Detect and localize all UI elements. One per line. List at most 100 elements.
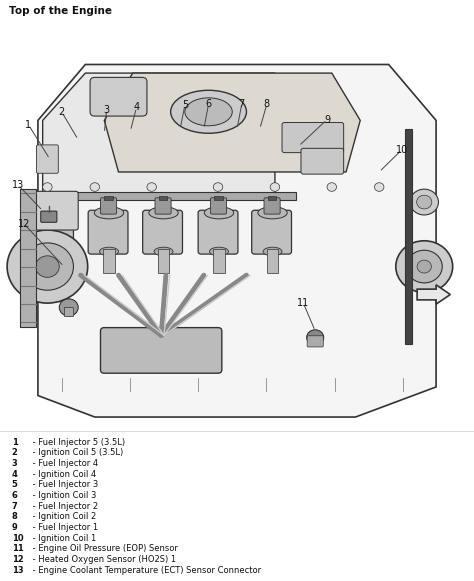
Bar xyxy=(50,206,59,213)
Text: - Ignition Coil 1: - Ignition Coil 1 xyxy=(30,534,96,543)
FancyBboxPatch shape xyxy=(36,145,58,173)
Text: 10: 10 xyxy=(12,534,24,543)
Text: 6: 6 xyxy=(12,491,18,500)
Ellipse shape xyxy=(171,90,246,133)
Circle shape xyxy=(396,241,453,292)
Text: 6: 6 xyxy=(206,99,211,109)
Text: 9: 9 xyxy=(12,523,18,532)
FancyBboxPatch shape xyxy=(198,210,238,254)
Text: - Ignition Coil 3: - Ignition Coil 3 xyxy=(30,491,96,500)
Text: 2: 2 xyxy=(58,107,65,117)
FancyBboxPatch shape xyxy=(252,210,292,254)
Text: - Heated Oxygen Sensor (HO2S) 1: - Heated Oxygen Sensor (HO2S) 1 xyxy=(30,555,176,564)
Circle shape xyxy=(147,182,156,191)
Bar xyxy=(159,206,168,213)
Text: 10: 10 xyxy=(396,145,408,155)
Circle shape xyxy=(417,195,432,209)
FancyBboxPatch shape xyxy=(46,198,62,214)
Text: 3: 3 xyxy=(12,459,18,468)
Circle shape xyxy=(410,189,438,215)
Circle shape xyxy=(406,250,442,283)
Bar xyxy=(158,249,169,273)
FancyBboxPatch shape xyxy=(100,198,117,214)
FancyBboxPatch shape xyxy=(155,198,171,214)
Circle shape xyxy=(59,299,78,316)
Text: - Engine Oil Pressure (EOP) Sensor: - Engine Oil Pressure (EOP) Sensor xyxy=(30,544,178,554)
Text: 3: 3 xyxy=(104,105,109,114)
Text: 9: 9 xyxy=(324,114,330,124)
Text: 13: 13 xyxy=(12,566,24,575)
Text: - Ignition Coil 2: - Ignition Coil 2 xyxy=(30,512,96,521)
Text: 7: 7 xyxy=(238,99,245,109)
FancyArrow shape xyxy=(417,285,450,304)
FancyBboxPatch shape xyxy=(307,336,323,347)
FancyBboxPatch shape xyxy=(100,328,222,373)
Polygon shape xyxy=(38,64,436,417)
Text: - Ignition Coil 4: - Ignition Coil 4 xyxy=(30,469,96,479)
Polygon shape xyxy=(43,73,275,193)
Circle shape xyxy=(417,260,431,273)
Bar xyxy=(64,307,73,316)
Text: 1: 1 xyxy=(26,120,31,130)
Text: 11: 11 xyxy=(12,544,24,554)
FancyBboxPatch shape xyxy=(90,77,147,116)
Ellipse shape xyxy=(258,207,287,219)
FancyBboxPatch shape xyxy=(88,210,128,254)
FancyBboxPatch shape xyxy=(301,148,344,174)
Text: - Fuel Injector 5 (3.5L): - Fuel Injector 5 (3.5L) xyxy=(30,437,125,447)
Text: 12: 12 xyxy=(12,555,24,564)
Ellipse shape xyxy=(45,248,64,256)
Ellipse shape xyxy=(100,248,118,256)
Bar xyxy=(104,206,114,213)
Bar xyxy=(214,196,223,200)
Ellipse shape xyxy=(154,248,173,256)
Text: - Engine Coolant Temperature (ECT) Sensor Connector: - Engine Coolant Temperature (ECT) Senso… xyxy=(30,566,261,575)
Ellipse shape xyxy=(40,207,69,219)
Circle shape xyxy=(7,230,88,303)
Bar xyxy=(103,249,115,273)
Text: 7: 7 xyxy=(12,501,18,511)
Text: 5: 5 xyxy=(12,480,18,489)
Bar xyxy=(268,206,277,213)
Ellipse shape xyxy=(204,207,234,219)
Circle shape xyxy=(43,182,52,191)
Polygon shape xyxy=(104,73,360,172)
Text: 1: 1 xyxy=(12,437,18,447)
FancyBboxPatch shape xyxy=(143,210,182,254)
Ellipse shape xyxy=(263,248,282,256)
Bar xyxy=(20,189,36,327)
Text: - Fuel Injector 1: - Fuel Injector 1 xyxy=(30,523,98,532)
Bar xyxy=(159,196,167,200)
FancyBboxPatch shape xyxy=(282,123,344,153)
Text: 5: 5 xyxy=(182,101,188,110)
Ellipse shape xyxy=(210,248,228,256)
Text: - Ignition Coil 5 (3.5L): - Ignition Coil 5 (3.5L) xyxy=(30,448,123,457)
Bar xyxy=(104,196,113,200)
Circle shape xyxy=(327,182,337,191)
Bar xyxy=(267,249,278,273)
Text: - Fuel Injector 3: - Fuel Injector 3 xyxy=(30,480,98,489)
Circle shape xyxy=(374,182,384,191)
Circle shape xyxy=(21,243,73,290)
Circle shape xyxy=(307,330,324,345)
FancyBboxPatch shape xyxy=(210,198,227,214)
Circle shape xyxy=(213,182,223,191)
Circle shape xyxy=(36,256,59,277)
Text: 13: 13 xyxy=(12,180,24,190)
Text: - Fuel Injector 4: - Fuel Injector 4 xyxy=(30,459,98,468)
FancyBboxPatch shape xyxy=(41,211,57,223)
Bar xyxy=(405,129,412,344)
Circle shape xyxy=(270,182,280,191)
Text: 11: 11 xyxy=(297,298,310,308)
Text: 4: 4 xyxy=(12,469,18,479)
Text: Top of the Engine: Top of the Engine xyxy=(9,6,112,16)
Circle shape xyxy=(90,182,100,191)
Text: 2: 2 xyxy=(12,448,18,457)
Text: 8: 8 xyxy=(264,99,270,109)
Bar xyxy=(49,249,60,273)
Text: 4: 4 xyxy=(134,102,139,113)
Ellipse shape xyxy=(185,98,232,125)
Bar xyxy=(40,192,296,200)
Bar xyxy=(268,196,276,200)
Ellipse shape xyxy=(94,207,124,219)
